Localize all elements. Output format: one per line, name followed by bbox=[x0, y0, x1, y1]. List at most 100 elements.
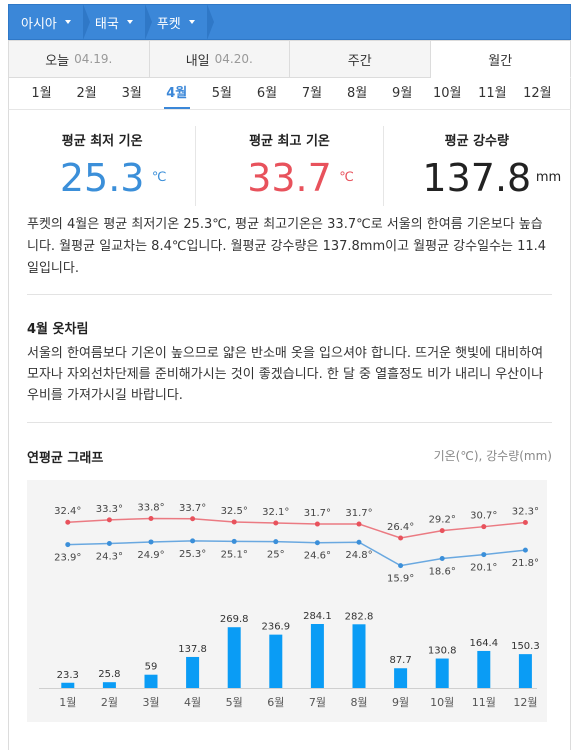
rain-label: 284.1 bbox=[303, 611, 332, 622]
max-temp-point bbox=[522, 519, 528, 525]
month-tab-8[interactable]: 8월 bbox=[346, 86, 368, 101]
max-temp-label: 32.3° bbox=[512, 506, 539, 517]
min-temp-label: 24.9° bbox=[137, 550, 164, 561]
rain-bar bbox=[310, 624, 324, 688]
x-tick-label: 12월 bbox=[513, 696, 537, 709]
chart-svg: 23.3 25.8 59 137.8 269.8 236.9 284.1 282.8 87.7 1… bbox=[39, 503, 540, 709]
breadcrumb-city[interactable]: 푸켓 bbox=[145, 4, 214, 40]
tab-label: 주간 bbox=[347, 53, 372, 69]
stat-value: 137.8 mm bbox=[422, 156, 561, 200]
rain-bar bbox=[435, 658, 449, 688]
max-temp-point bbox=[190, 516, 196, 522]
rainfall-value: 137.8 bbox=[422, 156, 532, 200]
tab-label: 월간 bbox=[488, 53, 513, 69]
max-temp-value: 33.7 bbox=[247, 156, 332, 200]
min-temp-value: 25.3 bbox=[59, 156, 145, 200]
max-temp-point bbox=[106, 517, 112, 523]
min-temp-label: 21.8° bbox=[512, 558, 539, 569]
tab-label: 내일 bbox=[185, 53, 210, 69]
min-temp-label: 24.6° bbox=[304, 551, 331, 562]
divider bbox=[27, 294, 552, 295]
tab-date: 04.20. bbox=[214, 52, 253, 66]
rain-label: 59 bbox=[145, 662, 158, 673]
breadcrumb-separator bbox=[206, 4, 214, 40]
min-temp-point bbox=[190, 538, 196, 544]
rain-label: 164.4 bbox=[469, 638, 498, 649]
graph-legend: 기온(℃), 강수량(mm) bbox=[433, 449, 552, 463]
rain-bar bbox=[352, 624, 366, 688]
graph-title: 연평균 그래프 bbox=[27, 451, 104, 466]
tab-tomorrow[interactable]: 내일 04.20. bbox=[149, 40, 290, 78]
x-tick-label: 4월 bbox=[184, 696, 201, 709]
min-temp-line bbox=[67, 540, 526, 567]
x-tick-label: 2월 bbox=[101, 696, 118, 709]
min-temp-point bbox=[398, 563, 404, 569]
rain-bar bbox=[477, 650, 491, 688]
stat-unit: mm bbox=[535, 170, 562, 185]
tab-weekly[interactable]: 주간 bbox=[290, 40, 431, 78]
month-tab-7[interactable]: 7월 bbox=[301, 86, 323, 101]
stat-label: 평균 최고 기온 bbox=[249, 134, 330, 149]
month-tab-4[interactable]: 4월 bbox=[154, 78, 199, 109]
tab-today[interactable]: 오늘 04.19. bbox=[9, 40, 150, 78]
max-temp-point bbox=[148, 516, 154, 522]
max-temp-point bbox=[398, 535, 404, 541]
stat-min-temp: 평균 최저 기온 25.3 ℃ bbox=[9, 126, 195, 206]
clothing-text: 서울의 한여름보다 기온이 높으므로 얇은 반소매 옷을 입으셔야 합니다. 뜨… bbox=[27, 346, 544, 403]
min-temp-point bbox=[148, 539, 154, 545]
x-tick-label: 5월 bbox=[226, 696, 243, 709]
max-temp-label: 31.7° bbox=[345, 508, 372, 519]
max-temp-label: 33.3° bbox=[96, 504, 123, 515]
rain-label: 25.8 bbox=[98, 669, 120, 680]
min-temp-label: 25.1° bbox=[221, 549, 248, 560]
max-temp-point bbox=[314, 521, 320, 527]
month-tab-6[interactable]: 6월 bbox=[256, 86, 278, 101]
month-tab-5[interactable]: 5월 bbox=[211, 86, 232, 101]
min-temp-point bbox=[65, 542, 71, 548]
month-tab-11[interactable]: 11월 bbox=[478, 86, 507, 101]
max-temp-label: 32.5° bbox=[221, 506, 248, 517]
month-tab-1[interactable]: 1월 bbox=[31, 86, 52, 101]
rain-bar bbox=[102, 682, 116, 688]
min-temp-point bbox=[314, 540, 320, 546]
tab-monthly[interactable]: 월간 bbox=[430, 40, 571, 78]
min-temp-point bbox=[481, 552, 487, 558]
x-tick-label: 10월 bbox=[430, 696, 454, 709]
breadcrumb-separator bbox=[82, 4, 90, 40]
month-selector: 1월 2월 3월 4월 5월 6월 7월 8월 9월 10월 11월 12월 bbox=[8, 78, 571, 110]
max-temp-point bbox=[65, 519, 71, 525]
min-temp-label: 15.9° bbox=[387, 574, 414, 585]
month-tab-9[interactable]: 9월 bbox=[392, 86, 413, 101]
month-tab-2[interactable]: 2월 bbox=[76, 86, 97, 101]
stats-row: 평균 최저 기온 25.3 ℃ 평균 최고 기온 33.7 ℃ 평균 강수량 1… bbox=[9, 126, 570, 206]
max-temp-label: 30.7° bbox=[470, 511, 497, 522]
rain-label: 282.8 bbox=[345, 611, 374, 622]
max-temp-label: 32.1° bbox=[262, 507, 289, 518]
stat-unit: ℃ bbox=[151, 170, 167, 185]
month-tab-3[interactable]: 3월 bbox=[121, 86, 142, 101]
stat-max-temp: 평균 최고 기온 33.7 ℃ bbox=[195, 126, 382, 206]
month-tab-12[interactable]: 12월 bbox=[523, 86, 552, 101]
breadcrumb-label: 푸켓 bbox=[156, 16, 181, 32]
clothing-title: 4월 옷차림 bbox=[27, 322, 89, 337]
min-temp-point bbox=[273, 539, 279, 545]
min-temp-label: 25.3° bbox=[179, 549, 206, 560]
x-tick-label: 7월 bbox=[309, 696, 326, 709]
max-temp-label: 33.8° bbox=[137, 503, 164, 514]
x-tick-label: 11월 bbox=[472, 696, 496, 709]
rain-label: 150.3 bbox=[511, 641, 540, 652]
min-temp-label: 23.9° bbox=[54, 553, 81, 564]
max-temp-label: 32.4° bbox=[54, 506, 81, 517]
rain-bar bbox=[61, 682, 75, 688]
breadcrumb-continent[interactable]: 아시아 bbox=[9, 4, 90, 40]
breadcrumb-country[interactable]: 태국 bbox=[83, 4, 152, 40]
x-tick-label: 9월 bbox=[392, 696, 409, 709]
rain-label: 269.8 bbox=[220, 614, 249, 625]
annual-chart: 23.3 25.8 59 137.8 269.8 236.9 284.1 282.8 87.7 1… bbox=[27, 480, 547, 722]
x-tick-label: 1월 bbox=[59, 696, 76, 709]
min-temp-point bbox=[106, 541, 112, 547]
rain-label: 130.8 bbox=[428, 646, 457, 657]
caret-down-icon bbox=[188, 20, 195, 24]
month-tab-10[interactable]: 10월 bbox=[432, 86, 462, 101]
divider bbox=[27, 422, 552, 423]
